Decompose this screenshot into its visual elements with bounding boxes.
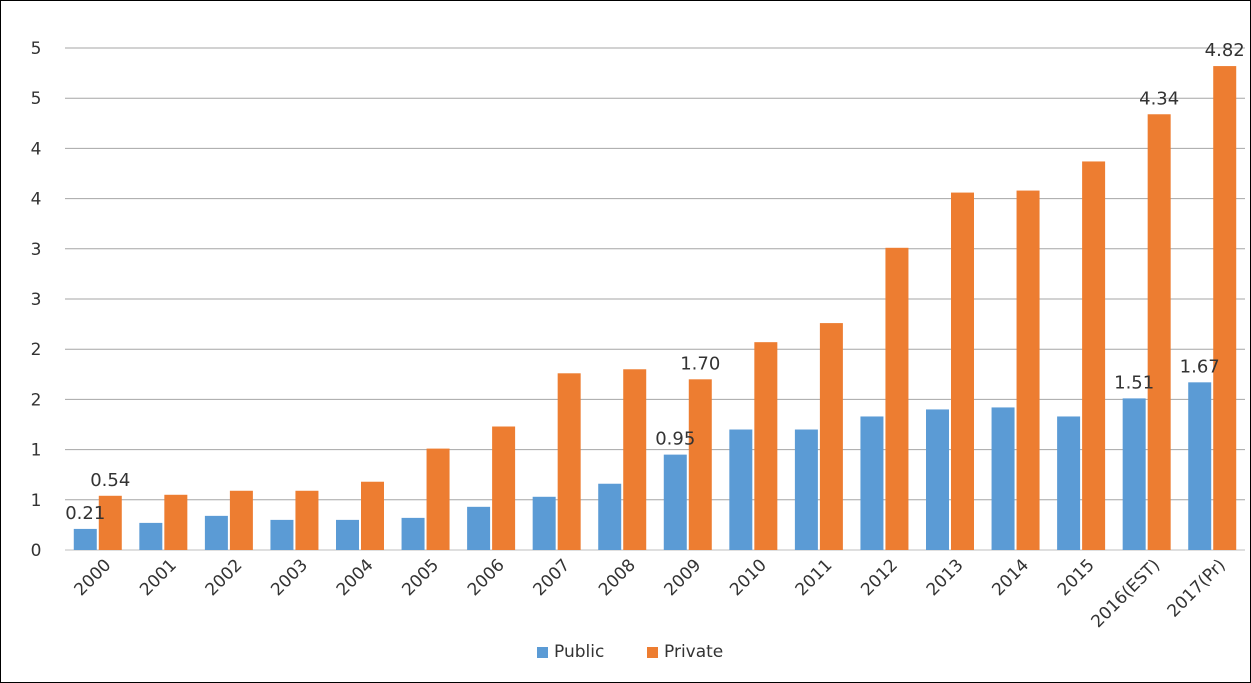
y-tick-label: 2 xyxy=(31,340,42,360)
bar-private-2009 xyxy=(688,379,712,550)
bar-public-2011 xyxy=(794,429,818,550)
bar-public-2000 xyxy=(73,528,97,550)
y-tick-label: 0 xyxy=(31,541,42,561)
data-label: 0.95 xyxy=(655,429,695,450)
bar-public-2014 xyxy=(991,407,1015,550)
x-tick-label: 2007 xyxy=(529,555,574,600)
data-labels: 0.21 0.54 0.95 1.70 1.51 4.34 1.67 4.82 xyxy=(65,40,1245,524)
bar-public-2001 xyxy=(139,522,163,550)
x-tick-label: 2005 xyxy=(398,555,443,600)
x-axis-tick-labels: 2000 2001 2002 2003 2004 2005 2006 2007 2008 2009… xyxy=(71,555,1230,632)
data-label: 1.51 xyxy=(1114,372,1154,393)
x-tick-label: 2016(EST) xyxy=(1088,555,1165,632)
bar-public-2016(EST) xyxy=(1122,398,1146,550)
x-tick-label: 2008 xyxy=(595,555,640,600)
bar-private-2012 xyxy=(885,247,909,550)
x-tick-label: 2000 xyxy=(71,555,116,600)
x-tick-label: 2001 xyxy=(136,555,181,600)
x-tick-label: 2006 xyxy=(464,555,509,600)
data-label: 0.54 xyxy=(90,470,130,491)
bar-private-2004 xyxy=(361,481,384,550)
y-tick-label: 2 xyxy=(31,390,42,410)
legend-swatch-private xyxy=(647,647,658,658)
bar-public-2004 xyxy=(336,519,359,550)
y-tick-label: 4 xyxy=(31,139,42,159)
x-tick-label: 2013 xyxy=(923,555,968,600)
bar-private-2015 xyxy=(1082,161,1106,550)
legend-swatch-public xyxy=(537,647,548,658)
bar-private-2013 xyxy=(951,192,974,551)
y-tick-label: 5 xyxy=(31,89,42,109)
bar-public-2002 xyxy=(204,515,228,550)
legend-label-public: Public xyxy=(554,642,604,662)
bar-public-2012 xyxy=(860,416,884,550)
bar-private-2011 xyxy=(819,323,843,550)
x-tick-label: 2003 xyxy=(267,555,312,600)
bar-public-2006 xyxy=(467,506,491,550)
y-tick-label: 4 xyxy=(31,190,42,210)
bar-private-2008 xyxy=(623,369,647,550)
bar-public-2013 xyxy=(926,409,949,550)
bar-public-2009 xyxy=(663,454,687,550)
bar-private-2014 xyxy=(1016,190,1040,550)
x-tick-label: 2010 xyxy=(726,555,771,600)
y-axis-tick-labels: 0 1 1 2 2 3 3 4 4 5 5 xyxy=(31,39,42,561)
data-label: 0.21 xyxy=(65,503,105,524)
x-tick-label: 2017(Pr) xyxy=(1164,555,1230,621)
y-tick-label: 3 xyxy=(31,290,42,310)
x-tick-label: 2009 xyxy=(661,555,706,600)
bar-private-2000 xyxy=(98,495,122,550)
y-tick-label: 3 xyxy=(31,240,42,260)
bars xyxy=(73,66,1237,551)
bar-public-2007 xyxy=(532,496,556,550)
bar-public-2015 xyxy=(1057,416,1081,550)
data-label: 4.82 xyxy=(1205,40,1245,61)
gridlines xyxy=(65,47,1245,551)
bar-private-2007 xyxy=(557,373,581,550)
bar-private-2010 xyxy=(754,342,778,550)
y-tick-label: 5 xyxy=(31,39,42,59)
legend: Public Private xyxy=(537,642,723,662)
y-tick-label: 1 xyxy=(31,491,42,511)
bar-private-2005 xyxy=(426,448,450,550)
bar-public-2010 xyxy=(729,429,753,550)
data-label: 4.34 xyxy=(1139,88,1179,109)
data-label: 1.70 xyxy=(680,353,720,374)
x-tick-label: 2011 xyxy=(792,555,837,600)
bar-private-2016(EST) xyxy=(1147,114,1171,550)
x-tick-label: 2014 xyxy=(988,555,1033,600)
bar-private-2001 xyxy=(164,494,188,550)
bar-private-2006 xyxy=(492,426,516,550)
bar-public-2003 xyxy=(270,519,294,550)
bar-public-2005 xyxy=(401,517,425,550)
bar-public-2008 xyxy=(598,483,622,550)
data-label: 1.67 xyxy=(1180,356,1220,377)
y-tick-label: 1 xyxy=(31,441,42,461)
bar-public-2017(Pr) xyxy=(1188,382,1212,550)
bar-private-2017(Pr) xyxy=(1213,66,1237,551)
bar-private-2002 xyxy=(229,490,253,550)
bar-private-2003 xyxy=(295,490,319,550)
x-tick-label: 2004 xyxy=(333,555,378,600)
x-tick-label: 2015 xyxy=(1054,555,1099,600)
x-tick-label: 2012 xyxy=(857,555,902,600)
x-tick-label: 2002 xyxy=(202,555,247,600)
legend-label-private: Private xyxy=(664,642,723,662)
